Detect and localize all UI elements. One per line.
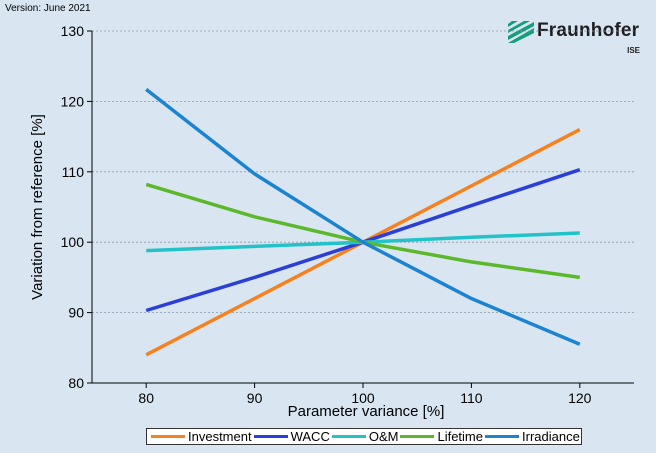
y-axis-label: Variation from reference [%]: [29, 114, 46, 300]
legend-label-investment: Investment: [188, 429, 252, 444]
series-line-wacc: [145, 168, 581, 313]
legend-label-wacc: WACC: [290, 429, 330, 444]
y-tick-label-80: 80: [68, 375, 84, 391]
fraunhofer-logo: Fraunhofer ISE: [508, 18, 640, 58]
x-tick-label-90: 90: [247, 390, 263, 406]
y-tick-label-110: 110: [62, 164, 85, 180]
legend-swatch-lifetime: [400, 435, 435, 438]
legend-swatch-o-m: [331, 435, 366, 438]
logo-sub: ISE: [627, 46, 640, 55]
x-axis-label: Parameter variance [%]: [288, 403, 445, 420]
legend-item-wacc: WACC: [253, 429, 330, 444]
series-line-irradiance: [145, 88, 581, 346]
legend-label-lifetime: Lifetime: [437, 429, 483, 444]
series-line-lifetime: [145, 182, 581, 280]
x-tick-label-100: 100: [351, 390, 375, 406]
legend-swatch-irradiance: [485, 435, 519, 438]
y-tick-label-90: 90: [68, 305, 84, 321]
legend-swatch-wacc: [253, 435, 288, 438]
legend-label-o-m: O&M: [368, 429, 399, 444]
legend-swatch-investment: [151, 435, 185, 438]
legend-item-lifetime: Lifetime: [400, 429, 483, 444]
legend-label-irradiance: Irradiance: [522, 429, 580, 444]
x-tick-label-110: 110: [460, 390, 483, 406]
logo-name: Fraunhofer: [537, 20, 640, 41]
x-tick-label-80: 80: [138, 390, 154, 406]
x-tick-label-120: 120: [568, 390, 592, 406]
y-tick-label-120: 120: [61, 93, 85, 109]
version-label: Version: June 2021: [5, 3, 91, 14]
legend-item-irradiance: Irradiance: [485, 429, 580, 444]
y-tick-label-100: 100: [61, 234, 85, 250]
y-tick-label-130: 130: [61, 23, 85, 39]
legend: Investment WACC O&M Lifetime Irradiance: [146, 428, 582, 445]
legend-item-investment: Investment: [151, 429, 252, 444]
legend-item-o-m: O&M: [331, 429, 399, 444]
